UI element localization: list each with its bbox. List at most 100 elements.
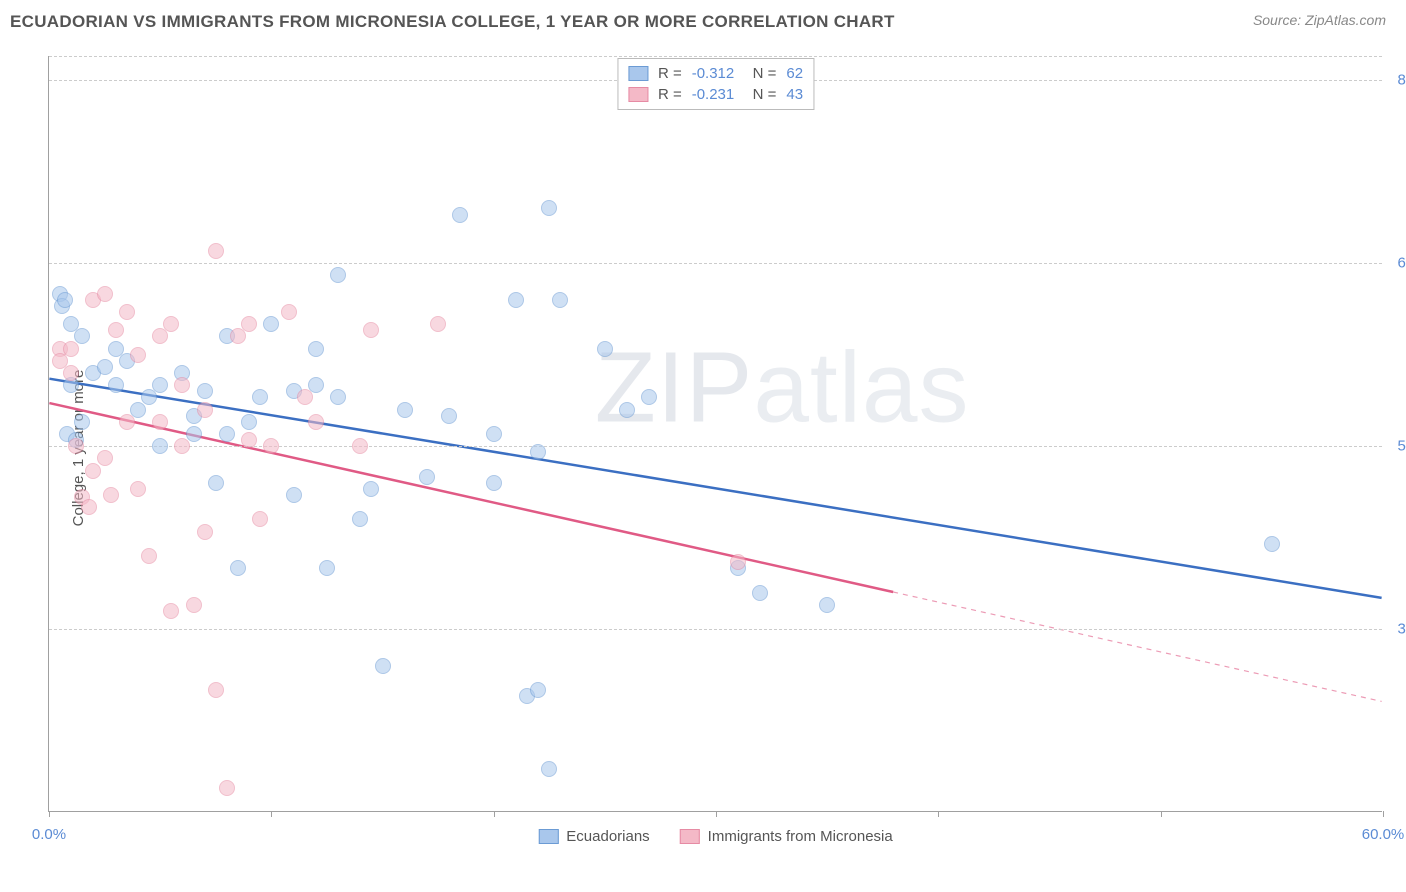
data-point	[219, 426, 235, 442]
trend-line-extrapolated	[893, 592, 1381, 701]
x-tick-label: 0.0%	[32, 826, 66, 843]
data-point	[208, 243, 224, 259]
data-point	[152, 377, 168, 393]
correlation-legend: R =-0.312 N =62R =-0.231 N =43	[617, 58, 814, 110]
watermark: ZIPatlas	[595, 331, 970, 446]
data-point	[308, 414, 324, 430]
data-point	[152, 438, 168, 454]
data-point	[97, 450, 113, 466]
data-point	[452, 207, 468, 223]
data-point	[103, 487, 119, 503]
data-point	[108, 377, 124, 393]
data-point	[263, 316, 279, 332]
data-point	[352, 511, 368, 527]
data-point	[530, 682, 546, 698]
data-point	[197, 402, 213, 418]
legend-row: R =-0.231 N =43	[628, 84, 803, 105]
data-point	[281, 304, 297, 320]
data-point	[508, 292, 524, 308]
data-point	[219, 780, 235, 796]
plot-area: ZIPatlas R =-0.312 N =62R =-0.231 N =43 …	[48, 56, 1382, 812]
data-point	[130, 481, 146, 497]
y-tick-label: 65.0%	[1388, 255, 1406, 272]
data-point	[486, 475, 502, 491]
data-point	[68, 438, 84, 454]
data-point	[241, 316, 257, 332]
x-tick-label: 60.0%	[1362, 826, 1405, 843]
data-point	[397, 402, 413, 418]
data-point	[641, 389, 657, 405]
data-point	[81, 499, 97, 515]
y-tick-label: 50.0%	[1388, 438, 1406, 455]
data-point	[430, 316, 446, 332]
data-point	[163, 603, 179, 619]
data-point	[97, 286, 113, 302]
data-point	[97, 359, 113, 375]
data-point	[441, 408, 457, 424]
data-point	[174, 438, 190, 454]
legend-swatch	[538, 829, 558, 844]
data-point	[197, 383, 213, 399]
data-point	[1264, 536, 1280, 552]
data-point	[119, 414, 135, 430]
chart-title: ECUADORIAN VS IMMIGRANTS FROM MICRONESIA…	[10, 12, 895, 32]
legend-item: Immigrants from Micronesia	[680, 828, 893, 845]
data-point	[297, 389, 313, 405]
data-point	[330, 389, 346, 405]
data-point	[230, 560, 246, 576]
legend-r-value: -0.231	[692, 86, 735, 103]
x-tick-mark	[494, 811, 495, 817]
data-point	[141, 548, 157, 564]
data-point	[619, 402, 635, 418]
data-point	[363, 481, 379, 497]
x-tick-mark	[1161, 811, 1162, 817]
data-point	[530, 444, 546, 460]
gridline	[49, 629, 1382, 630]
data-point	[375, 658, 391, 674]
data-point	[74, 414, 90, 430]
source-attribution: Source: ZipAtlas.com	[1253, 12, 1386, 28]
legend-n-label: N =	[744, 65, 776, 82]
data-point	[208, 475, 224, 491]
trend-line	[49, 403, 893, 592]
legend-r-label: R =	[658, 65, 682, 82]
chart-container: College, 1 year or more ZIPatlas R =-0.3…	[10, 48, 1396, 848]
legend-row: R = -0.312 N = 62	[628, 63, 803, 84]
legend-label: Ecuadorians	[566, 828, 649, 845]
x-tick-mark	[1383, 811, 1384, 817]
data-point	[541, 761, 557, 777]
data-point	[57, 292, 73, 308]
x-tick-mark	[716, 811, 717, 817]
legend-swatch	[628, 87, 648, 102]
legend-r-value: -0.312	[692, 65, 735, 82]
data-point	[186, 597, 202, 613]
data-point	[63, 341, 79, 357]
y-tick-label: 80.0%	[1388, 72, 1406, 89]
data-point	[252, 389, 268, 405]
data-point	[819, 597, 835, 613]
data-point	[241, 432, 257, 448]
trend-line	[49, 379, 1381, 598]
gridline	[49, 56, 1382, 57]
data-point	[130, 347, 146, 363]
data-point	[363, 322, 379, 338]
data-point	[752, 585, 768, 601]
data-point	[208, 682, 224, 698]
data-point	[63, 365, 79, 381]
legend-r-label: R =	[658, 86, 682, 103]
legend-n-value: 62	[786, 65, 803, 82]
data-point	[197, 524, 213, 540]
legend-item: Ecuadorians	[538, 828, 649, 845]
data-point	[252, 511, 268, 527]
data-point	[241, 414, 257, 430]
legend-n-value: 43	[786, 86, 803, 103]
data-point	[597, 341, 613, 357]
data-point	[486, 426, 502, 442]
data-point	[286, 487, 302, 503]
legend-swatch	[628, 66, 648, 81]
x-tick-mark	[938, 811, 939, 817]
x-tick-mark	[49, 811, 50, 817]
legend-label: Immigrants from Micronesia	[708, 828, 893, 845]
data-point	[730, 554, 746, 570]
data-point	[319, 560, 335, 576]
